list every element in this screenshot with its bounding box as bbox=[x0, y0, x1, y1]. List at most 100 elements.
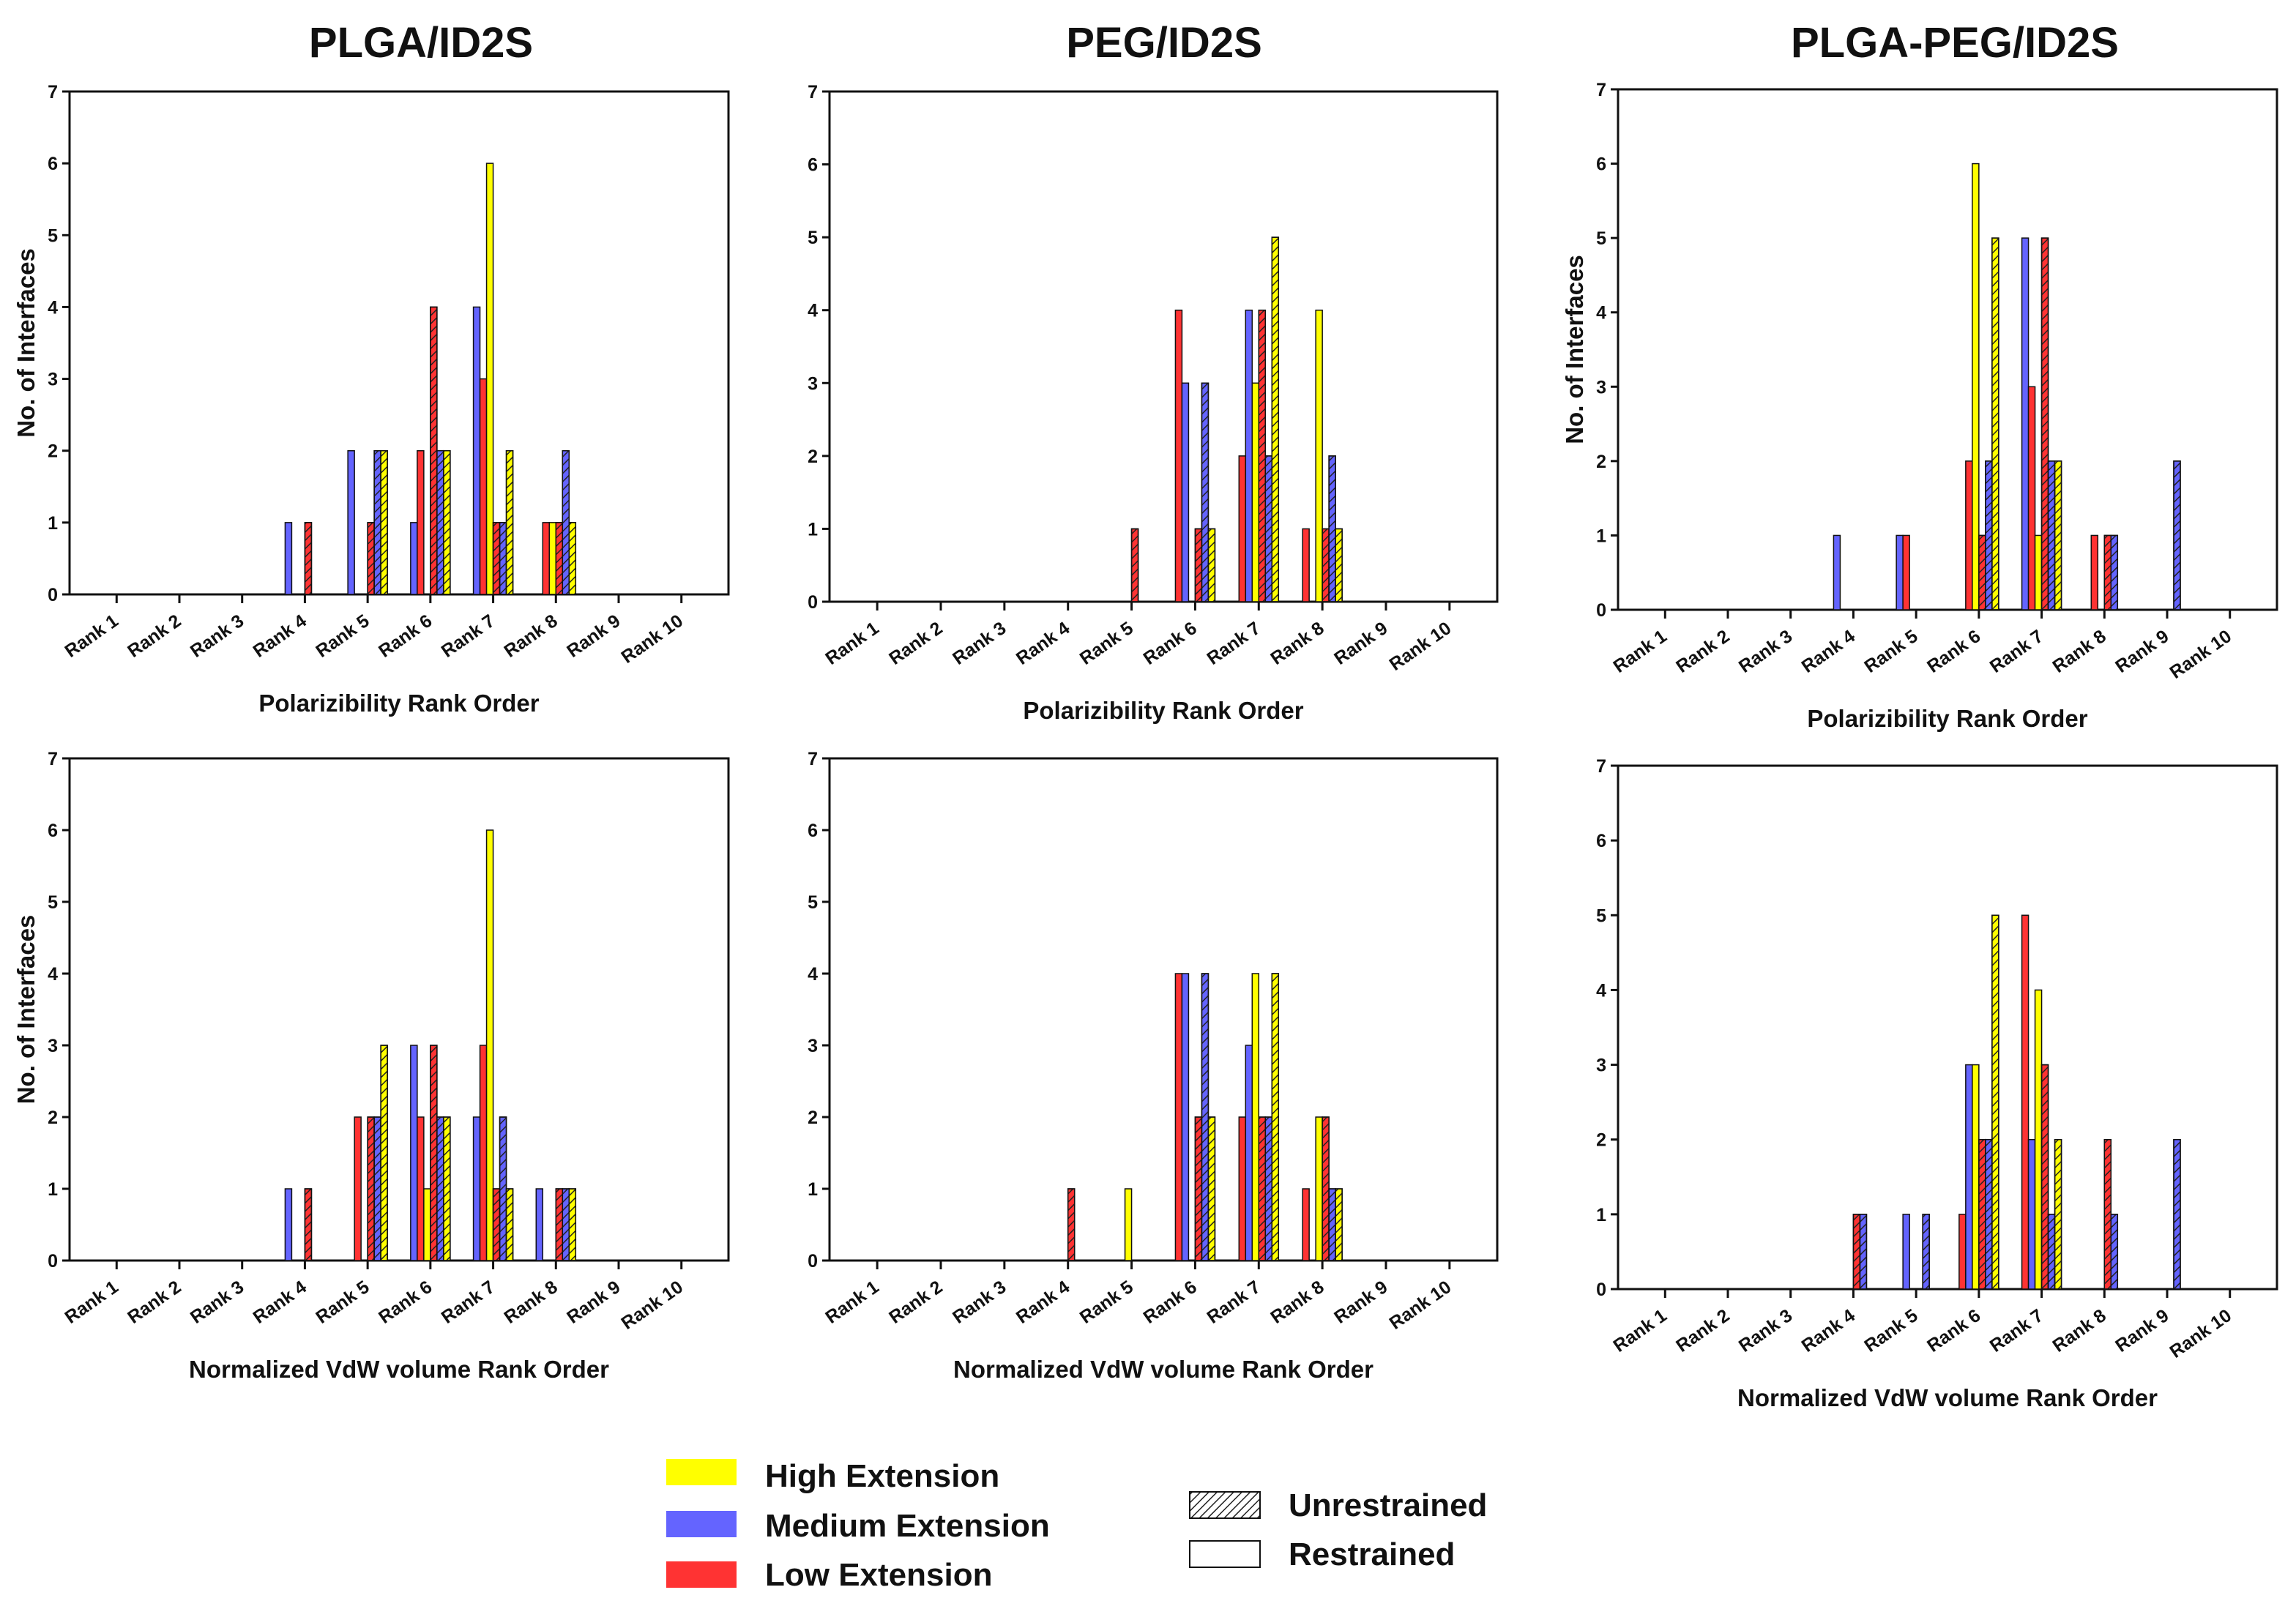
bar bbox=[1174, 309, 1183, 602]
bar-hatch bbox=[1328, 1188, 1336, 1261]
y-tick-label: 4 bbox=[48, 964, 58, 985]
bar-hatch bbox=[2110, 1214, 2119, 1290]
y-tick-label: 7 bbox=[808, 82, 818, 102]
bar-hatch bbox=[436, 449, 444, 595]
x-tick-label: Rank 8 bbox=[1267, 1277, 1327, 1328]
bars bbox=[284, 163, 577, 595]
x-tick-label: Rank 5 bbox=[1076, 1277, 1137, 1328]
bar bbox=[284, 1188, 293, 1261]
bar-hatch bbox=[492, 1188, 501, 1261]
x-tick-label: Rank 6 bbox=[1140, 618, 1201, 669]
bar bbox=[542, 522, 551, 595]
bars bbox=[1067, 973, 1343, 1261]
bar bbox=[1245, 309, 1253, 602]
x-axis-title: Normalized VdW volume Rank Order bbox=[953, 1356, 1374, 1383]
x-tick-label: Rank 1 bbox=[821, 1277, 882, 1328]
bar-hatch bbox=[1194, 528, 1203, 602]
bar bbox=[2034, 534, 2043, 611]
bar bbox=[1972, 163, 1980, 611]
bar bbox=[479, 378, 488, 595]
bar-hatch bbox=[1985, 460, 1993, 611]
bar-hatch bbox=[373, 1116, 381, 1261]
y-tick-label: 3 bbox=[808, 373, 818, 394]
bar bbox=[417, 1116, 425, 1261]
bar bbox=[1958, 1214, 1967, 1290]
y-tick-label: 2 bbox=[1596, 452, 1606, 472]
bar-hatch bbox=[1207, 528, 1216, 602]
x-tick-label: Rank 2 bbox=[1672, 626, 1733, 677]
y-tick-label: 5 bbox=[1596, 228, 1606, 249]
y-tick-label: 7 bbox=[48, 82, 58, 102]
bar-hatch bbox=[436, 1116, 444, 1261]
bar bbox=[472, 306, 481, 595]
bar-hatch bbox=[1067, 1188, 1076, 1261]
y-tick-label: 5 bbox=[48, 225, 58, 246]
y-tick-label: 7 bbox=[808, 749, 818, 769]
x-axis-title: Normalized VdW volume Rank Order bbox=[1737, 1384, 2158, 1411]
bar-hatch bbox=[2054, 1138, 2062, 1290]
bar bbox=[485, 163, 494, 595]
x-tick-label: Rank 8 bbox=[2049, 1305, 2110, 1356]
y-axis-title: No. of Interfaces bbox=[1561, 255, 1588, 444]
bar-hatch bbox=[2040, 237, 2049, 611]
y-tick-label: 0 bbox=[808, 1251, 818, 1272]
bar-hatch bbox=[2110, 534, 2119, 611]
bars bbox=[1130, 236, 1343, 602]
x-tick-label: Rank 3 bbox=[187, 611, 247, 662]
bar bbox=[1896, 534, 1904, 611]
bar-hatch bbox=[499, 522, 507, 595]
legend-label-medium: Medium Extension bbox=[765, 1508, 1050, 1544]
bar bbox=[1972, 1064, 1980, 1290]
bar-hatch bbox=[1258, 1116, 1267, 1261]
bar-hatch bbox=[1335, 528, 1343, 602]
bar-hatch bbox=[568, 1188, 577, 1261]
plot-frame bbox=[1617, 88, 2278, 611]
bars bbox=[1852, 914, 2181, 1290]
column-title-plga: PLGA/ID2S bbox=[309, 19, 533, 67]
y-tick-label: 5 bbox=[48, 892, 58, 913]
x-tick-label: Rank 7 bbox=[1204, 1277, 1264, 1328]
x-tick-label: Rank 3 bbox=[187, 1277, 247, 1328]
column-title-peg: PEG/ID2S bbox=[1066, 19, 1262, 67]
bar-hatch bbox=[1194, 1116, 1203, 1261]
bar-hatch bbox=[430, 306, 438, 595]
bar-hatch bbox=[373, 449, 381, 595]
bar-hatch bbox=[1258, 309, 1267, 602]
bars bbox=[284, 829, 577, 1261]
bar-hatch bbox=[562, 449, 570, 595]
x-tick-label: Rank 9 bbox=[2112, 1305, 2172, 1356]
bar-hatch bbox=[430, 1045, 438, 1261]
x-tick-label: Rank 9 bbox=[2112, 626, 2172, 677]
bar-hatch bbox=[443, 449, 451, 595]
legend-swatch-unrestrained bbox=[1189, 1491, 1261, 1519]
y-tick-label: 0 bbox=[808, 592, 818, 613]
y-tick-label: 6 bbox=[1596, 154, 1606, 175]
bar-hatch bbox=[555, 1188, 564, 1261]
y-tick-label: 3 bbox=[48, 1036, 58, 1056]
plot-frame bbox=[68, 757, 730, 1262]
bar-hatch bbox=[2054, 460, 2062, 611]
y-tick-label: 0 bbox=[1596, 600, 1606, 621]
y-tick-label: 2 bbox=[48, 441, 58, 462]
x-tick-label: Rank 6 bbox=[375, 611, 436, 662]
x-axis-title: Normalized VdW volume Rank Order bbox=[189, 1356, 609, 1383]
legend-label-restrained: Restrained bbox=[1289, 1537, 1455, 1572]
bar-hatch bbox=[304, 522, 313, 595]
bar bbox=[2021, 914, 2029, 1290]
bar-hatch bbox=[304, 1188, 313, 1261]
bar-hatch bbox=[2040, 1064, 2049, 1290]
y-axis-title: No. of Interfaces bbox=[12, 248, 40, 438]
bar-hatch bbox=[1201, 973, 1210, 1261]
x-tick-label: Rank 6 bbox=[1923, 1305, 1984, 1356]
legend-swatch-high bbox=[666, 1459, 737, 1485]
bar-hatch bbox=[1978, 1138, 1986, 1290]
bar-hatch bbox=[1271, 236, 1280, 602]
x-tick-label: Rank 2 bbox=[1672, 1305, 1733, 1356]
bar bbox=[2090, 534, 2099, 611]
legend-swatch-medium bbox=[666, 1511, 737, 1537]
bar bbox=[417, 449, 425, 595]
